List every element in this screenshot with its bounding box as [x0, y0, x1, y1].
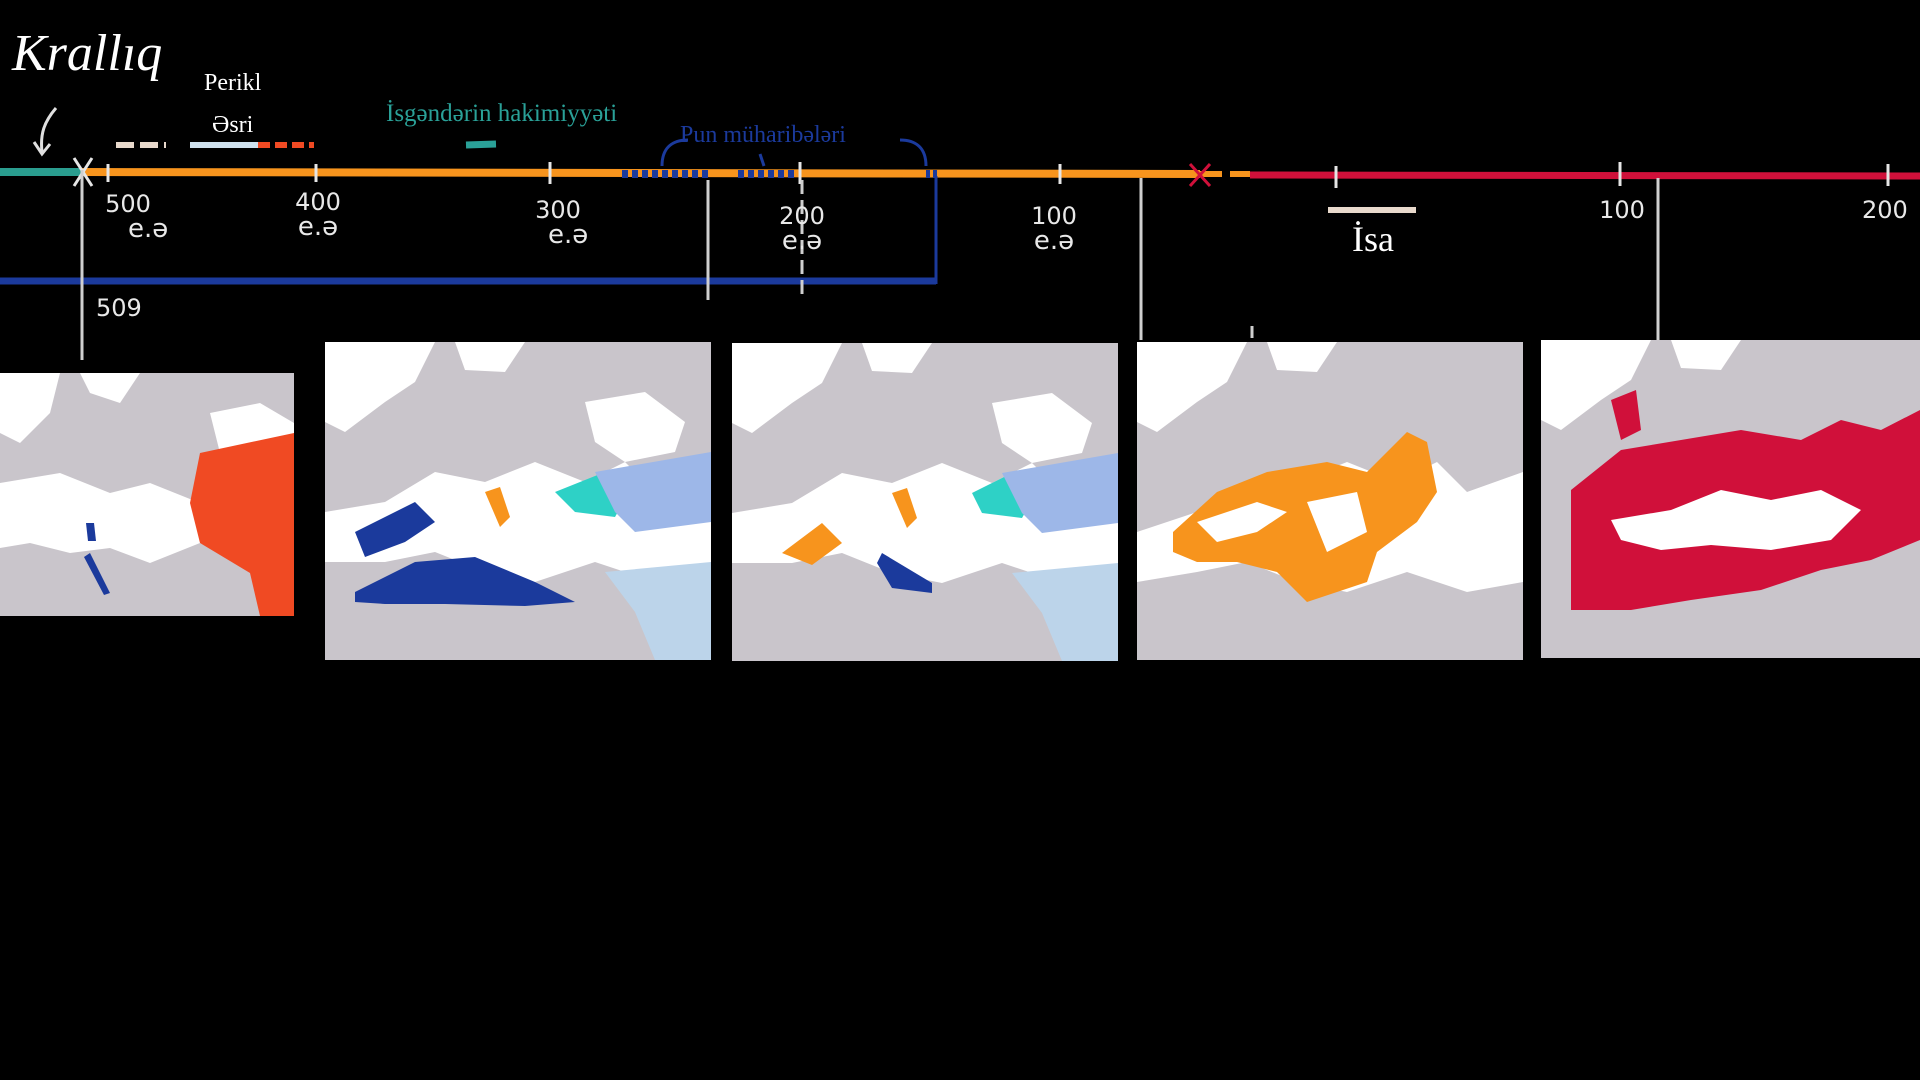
tick-label-100ad: 100	[1599, 196, 1645, 224]
map-panel-4	[1137, 342, 1523, 660]
map-panel-3	[732, 343, 1118, 661]
alexander-label: İsgəndərin hakimiyyəti	[386, 100, 618, 127]
tick-label-300bc: 300 e.ə	[535, 196, 589, 250]
punic-bracket	[660, 138, 689, 167]
tick-label-400bc: 400 e.ə	[295, 188, 341, 242]
tick-label-200ad: 200	[1862, 198, 1908, 222]
arrow-down-icon	[32, 107, 58, 157]
empire-segment	[1249, 171, 1920, 180]
page-title: Krallıq	[12, 25, 163, 82]
republic-segment	[81, 168, 1201, 178]
map-panel-2	[325, 342, 711, 660]
alexander-bar	[465, 140, 497, 149]
timeline	[0, 138, 1920, 360]
map-panel-5	[1541, 340, 1920, 658]
republic-end-x-icon	[1188, 162, 1212, 188]
tick-label-200bc: 200 e.ə	[779, 202, 825, 256]
year-509-label: 509	[96, 294, 142, 322]
pericles-label-line2: Əsri	[212, 112, 254, 138]
pericles-label-line1: Perikl	[204, 70, 262, 96]
tick-label-500bc: 500 e.ə	[105, 190, 169, 244]
jesus-label: İsa	[1352, 219, 1394, 259]
punic-wars-label: Pun müharibələri	[680, 122, 846, 148]
tick-label-100bc: 100 e.ə	[1031, 202, 1077, 256]
map-panel-1	[0, 373, 294, 616]
